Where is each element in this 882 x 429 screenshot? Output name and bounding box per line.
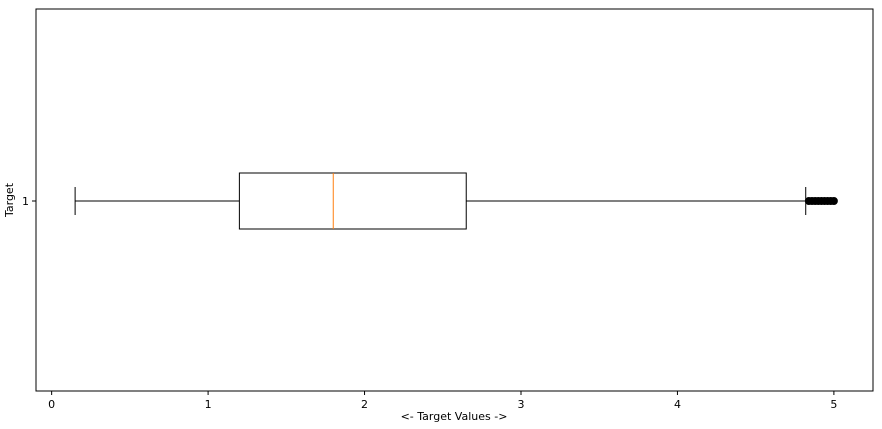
x-tick-label: 1	[205, 398, 212, 411]
x-tick-label: 2	[361, 398, 368, 411]
outlier-point	[829, 197, 838, 205]
x-tick-label: 0	[48, 398, 55, 411]
x-axis-label: <- Target Values ->	[401, 410, 508, 423]
y-tick-label: 1	[22, 195, 29, 208]
x-tick-label: 4	[674, 398, 681, 411]
x-tick-label: 3	[517, 398, 524, 411]
iqr-box	[238, 172, 467, 230]
y-axis-label: Target	[3, 182, 16, 218]
plot-area-frame	[35, 8, 874, 392]
x-tick-label: 5	[830, 398, 837, 411]
